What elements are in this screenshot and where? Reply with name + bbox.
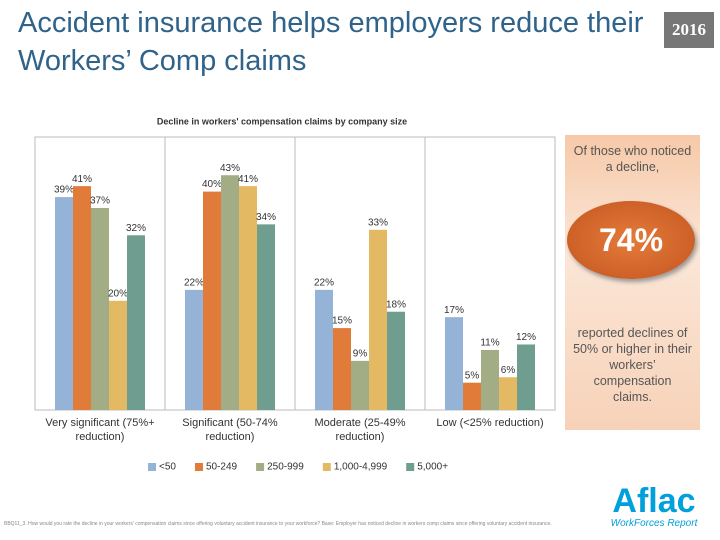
footnote: BBQ11_3. How would you rate the decline … [4,521,552,527]
value-label: 22% [184,278,204,289]
x-tick-label: Very significant (75%+ reduction) [45,417,155,443]
bar [499,377,517,410]
bar [127,235,145,410]
bar [463,382,481,410]
legend-label: 50-249 [206,462,238,473]
bar [109,300,127,410]
value-label: 43% [220,163,240,174]
value-label: 20% [108,288,128,299]
callout-bottom: reported declines of 50% or higher in th… [573,326,692,404]
legend-swatch [322,463,331,471]
bar [387,311,405,410]
value-label: 37% [90,196,110,207]
value-label: 11% [480,338,499,349]
bar [369,229,387,410]
bar [351,360,369,410]
value-label: 15% [332,316,352,327]
bar [481,349,499,410]
legend-swatch [194,463,203,471]
bar [445,317,463,410]
value-label: 22% [314,278,334,289]
legend-swatch [148,463,156,471]
logo-tagline: WorkForces Report [610,518,698,529]
value-label: 6% [501,365,516,376]
callout-top: Of those who noticed a decline, [573,144,692,174]
value-label: 18% [386,299,406,310]
chart-title: Decline in workers' compensation claims … [157,116,407,126]
value-label: 5% [465,370,480,381]
bar [315,289,333,410]
bar [203,191,221,410]
slide-title: Accident insurance helps employers reduc… [18,7,644,77]
x-tick-label: Low (<25% reduction) [436,417,544,429]
bar [185,289,203,410]
x-tick-label: Significant (50-74% reduction) [182,417,278,443]
bar [91,207,109,410]
callout: Of those who noticed a decline, 74% repo… [565,135,700,430]
value-label: 39% [54,185,74,196]
legend-label: <50 [159,462,176,473]
value-label: 17% [444,305,464,316]
bar [55,197,73,410]
value-label: 41% [238,174,258,185]
x-tick-label: Moderate (25-49% reduction) [314,417,406,443]
legend-swatch [256,463,265,471]
legend-label: 5,000+ [417,462,448,473]
bar [73,186,91,410]
value-label: 41% [72,174,92,185]
legend-swatch [406,463,415,471]
year-badge: 2016 [664,12,714,48]
value-label: 33% [368,217,388,228]
bar [221,175,239,410]
value-label: 40% [202,179,222,190]
bar [517,344,535,410]
value-label: 12% [516,332,536,343]
value-label: 32% [126,223,146,234]
logo: Aflac WorkForces Report [594,484,714,529]
bar [333,328,351,410]
bar [239,186,257,410]
callout-stat: 74% [567,201,695,279]
bar [257,224,275,410]
value-label: 34% [256,212,276,223]
legend-label: 250-999 [267,462,304,473]
value-label: 9% [353,349,368,360]
legend-label: 1,000-4,999 [334,462,388,473]
logo-name: Aflac [612,482,696,520]
